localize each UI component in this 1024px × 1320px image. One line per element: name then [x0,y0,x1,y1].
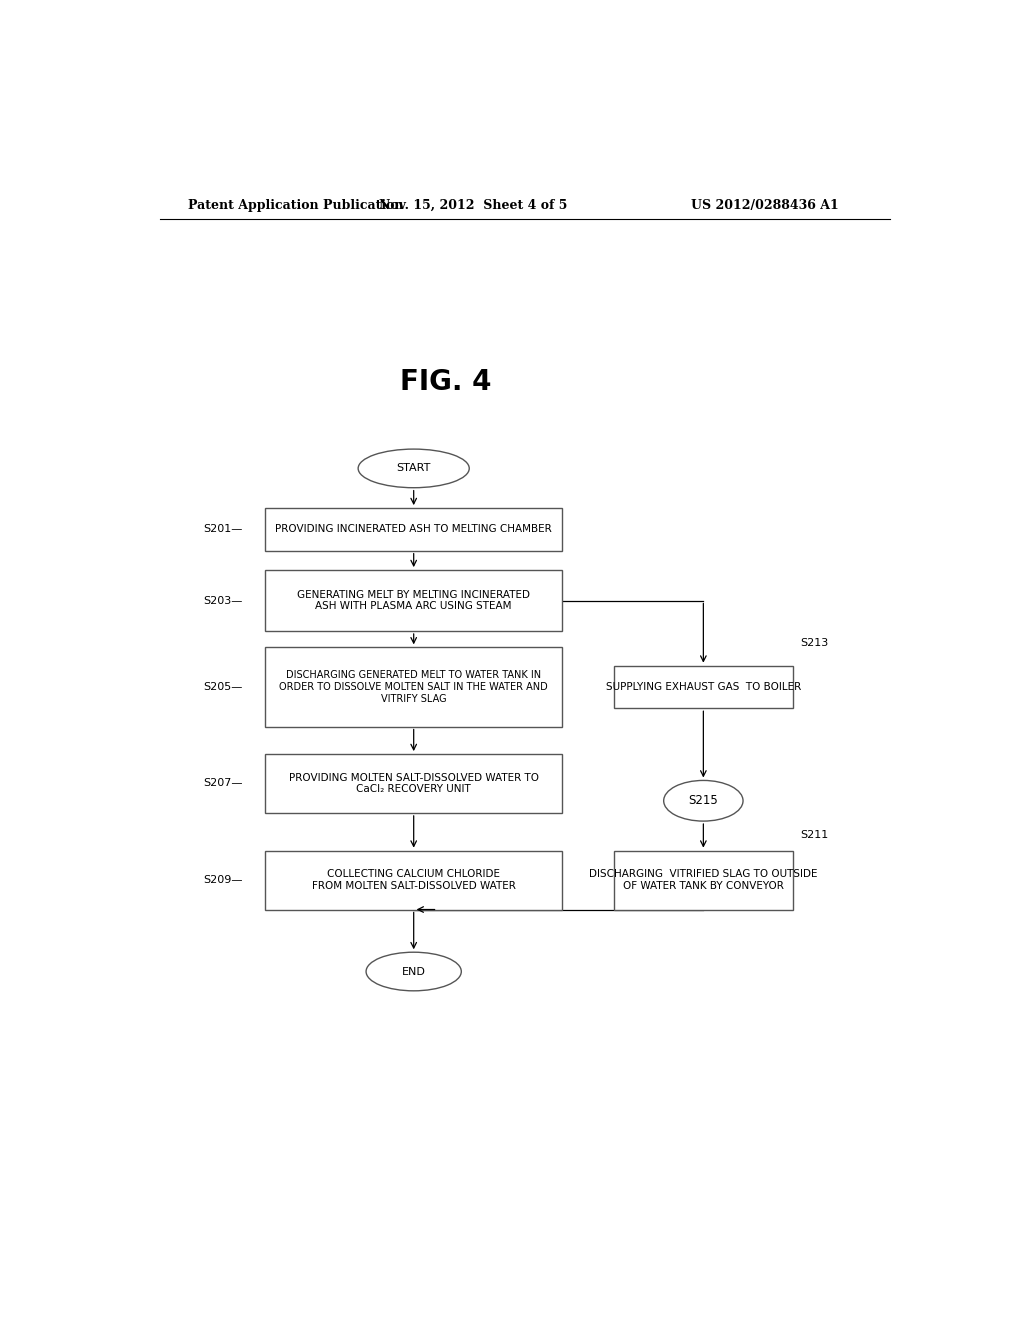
Text: SUPPLYING EXHAUST GAS  TO BOILER: SUPPLYING EXHAUST GAS TO BOILER [606,682,801,692]
Ellipse shape [367,952,461,991]
Text: COLLECTING CALCIUM CHLORIDE
FROM MOLTEN SALT-DISSOLVED WATER: COLLECTING CALCIUM CHLORIDE FROM MOLTEN … [311,870,516,891]
Text: S209—: S209— [204,875,243,884]
Text: END: END [401,966,426,977]
Bar [265,647,562,726]
Text: S213: S213 [801,639,828,648]
Text: PROVIDING MOLTEN SALT-DISSOLVED WATER TO
CaCl₂ RECOVERY UNIT: PROVIDING MOLTEN SALT-DISSOLVED WATER TO… [289,772,539,795]
Bar [265,570,562,631]
Text: GENERATING MELT BY MELTING INCINERATED
ASH WITH PLASMA ARC USING STEAM: GENERATING MELT BY MELTING INCINERATED A… [297,590,530,611]
Text: DISCHARGING  VITRIFIED SLAG TO OUTSIDE
OF WATER TANK BY CONVEYOR: DISCHARGING VITRIFIED SLAG TO OUTSIDE OF… [589,870,817,891]
Bar [265,508,562,550]
Bar [614,665,793,709]
Text: S207—: S207— [204,779,243,788]
Text: Patent Application Publication: Patent Application Publication [187,198,403,211]
Bar [265,754,562,813]
Text: FIG. 4: FIG. 4 [399,368,492,396]
Bar [614,850,793,909]
Text: S205—: S205— [204,682,243,692]
Bar [265,850,562,909]
Text: PROVIDING INCINERATED ASH TO MELTING CHAMBER: PROVIDING INCINERATED ASH TO MELTING CHA… [275,524,552,535]
Text: S203—: S203— [204,595,243,606]
Ellipse shape [664,780,743,821]
Text: S211: S211 [801,830,828,841]
Text: S215: S215 [688,795,718,808]
Text: START: START [396,463,431,474]
Ellipse shape [358,449,469,487]
Text: Nov. 15, 2012  Sheet 4 of 5: Nov. 15, 2012 Sheet 4 of 5 [379,198,567,211]
Text: S201—: S201— [204,524,243,535]
Text: DISCHARGING GENERATED MELT TO WATER TANK IN
ORDER TO DISSOLVE MOLTEN SALT IN THE: DISCHARGING GENERATED MELT TO WATER TANK… [280,671,548,704]
Text: US 2012/0288436 A1: US 2012/0288436 A1 [690,198,839,211]
